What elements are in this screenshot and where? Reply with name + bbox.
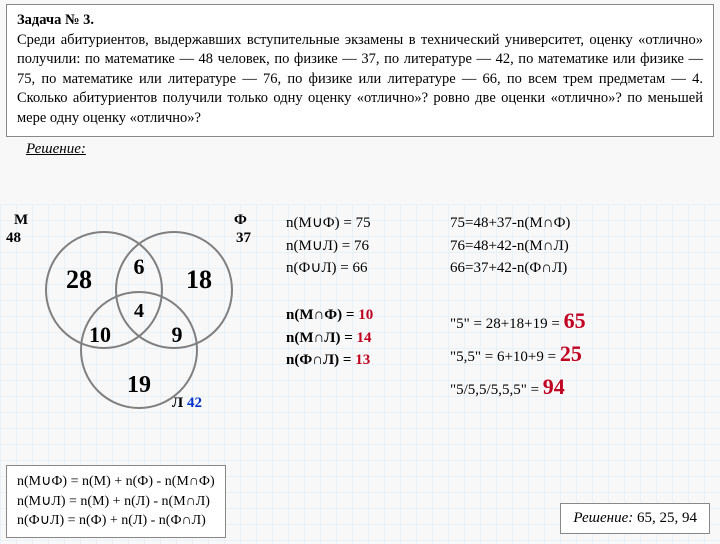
region-only-l: 19: [127, 372, 151, 398]
answer-label: Решение:: [573, 510, 633, 526]
answer-calcs: "5" = 28+18+19 = 65 "5,5" = 6+10+9 = 25 …: [450, 304, 710, 403]
int-1: n(М∩Л) = 14: [286, 327, 436, 350]
label-l: Л 42: [172, 395, 202, 412]
equations-unions: n(М∪Ф) = 75 n(М∪Л) = 76 n(Ф∪Л) = 66: [286, 212, 436, 280]
solution-area: Решение:: [0, 137, 720, 158]
answer-box: Решение: 65, 25, 94: [560, 503, 710, 534]
formula-box: n(М∪Ф) = n(М) + n(Ф) - n(М∩Ф) n(М∪Л) = n…: [6, 465, 226, 538]
final-answer: 65, 25, 94: [637, 510, 697, 526]
solution-label: Решение:: [26, 141, 712, 158]
problem-box: Задача № 3. Среди абитуриентов, выдержав…: [6, 4, 714, 137]
formula-2: n(Ф∪Л) = n(Ф) + n(Л) - n(Ф∩Л): [17, 511, 215, 531]
formula-1: n(М∪Л) = n(М) + n(Л) - n(М∩Л): [17, 492, 215, 512]
ans-1: "5,5" = 6+10+9 = 25: [450, 337, 710, 370]
region-only-m: 28: [66, 265, 92, 294]
int-2: n(Ф∩Л) = 13: [286, 349, 436, 372]
region-all: 4: [134, 300, 144, 322]
label-m-total: 48: [6, 230, 21, 247]
venn-svg: 28 18 19 6 10 9 4: [24, 220, 264, 430]
region-f-l: 9: [172, 322, 183, 347]
venn-diagram: 28 18 19 6 10 9 4 М 48 Ф 37 Л 42: [24, 220, 264, 430]
label-f: Ф: [234, 212, 247, 229]
formula-0: n(М∪Ф) = n(М) + n(Ф) - n(М∩Ф): [17, 472, 215, 492]
int-0: n(М∩Ф) = 10: [286, 304, 436, 327]
eq-union-0: n(М∪Ф) = 75: [286, 212, 436, 235]
eq-union-1: n(М∪Л) = 76: [286, 235, 436, 258]
label-f-total: 37: [236, 230, 251, 247]
eq-deriv-1: 76=48+42-n(М∩Л): [450, 235, 710, 258]
ans-2: "5/5,5/5,5,5" = 94: [450, 370, 710, 403]
region-only-f: 18: [186, 265, 212, 294]
equations-deriv: 75=48+37-n(М∩Ф) 76=48+42-n(М∩Л) 66=37+42…: [450, 212, 710, 280]
intersections: n(М∩Ф) = 10 n(М∩Л) = 14 n(Ф∩Л) = 13: [286, 304, 436, 372]
region-m-l: 10: [89, 322, 111, 347]
region-m-f: 6: [134, 254, 145, 279]
eq-union-2: n(Ф∪Л) = 66: [286, 257, 436, 280]
problem-text: Среди абитуриентов, выдержавших вступите…: [17, 32, 703, 126]
problem-title: Задача № 3.: [17, 12, 94, 28]
eq-deriv-2: 66=37+42-n(Ф∩Л): [450, 257, 710, 280]
eq-deriv-0: 75=48+37-n(М∩Ф): [450, 212, 710, 235]
label-m: М: [14, 212, 28, 229]
ans-0: "5" = 28+18+19 = 65: [450, 304, 710, 337]
